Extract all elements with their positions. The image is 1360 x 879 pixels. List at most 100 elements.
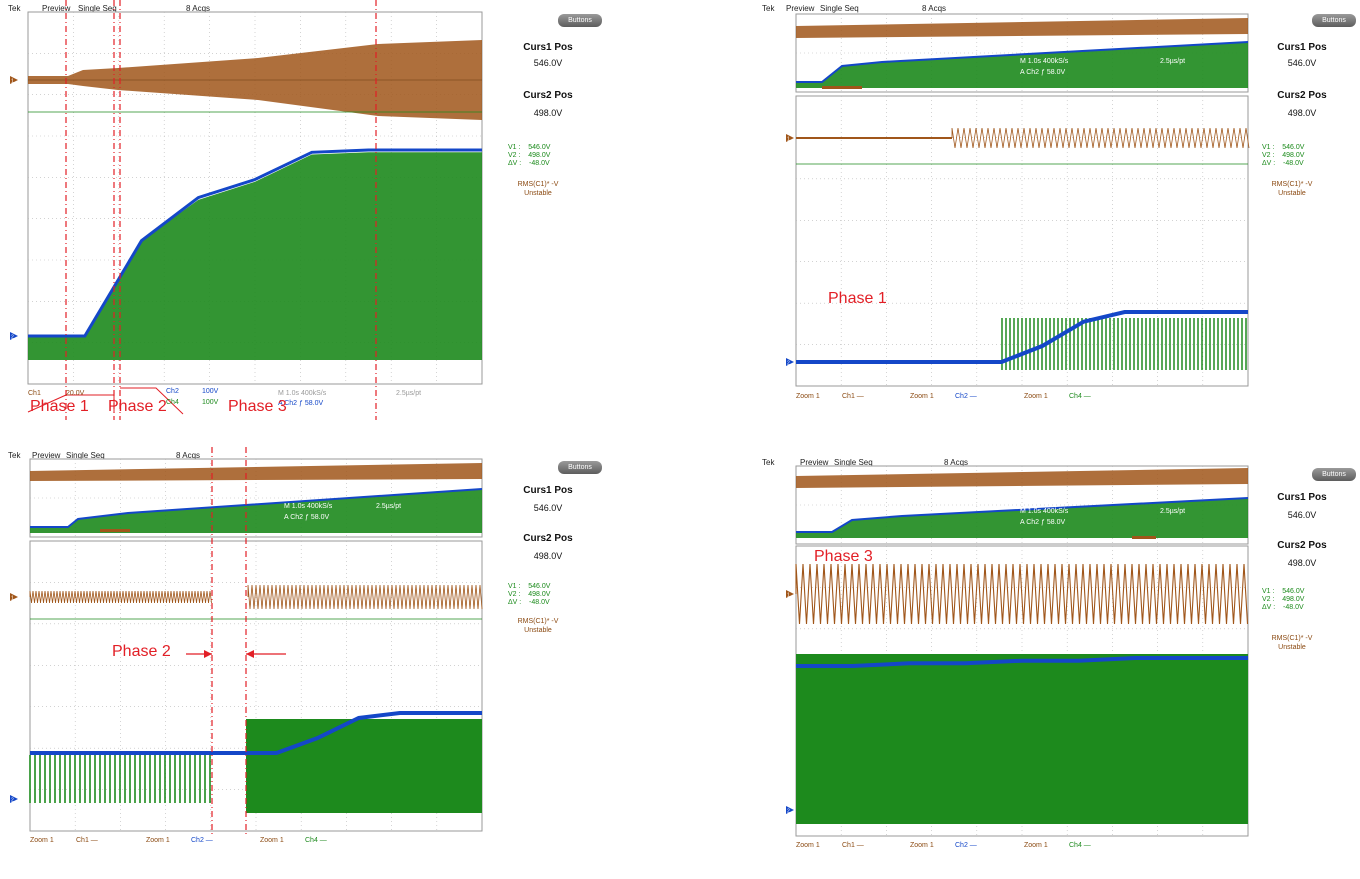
zoom-label: Zoom 1 xyxy=(30,837,54,844)
buttons-button[interactable]: Buttons xyxy=(558,14,602,27)
preview-label[interactable]: Preview xyxy=(32,451,61,460)
tek-label: Tek xyxy=(762,4,775,13)
channel-marker xyxy=(786,590,794,598)
ch4-dense-fill xyxy=(796,654,1248,824)
single-seq-label[interactable]: Single Seq xyxy=(820,4,859,13)
curs2-label: Curs2 Pos xyxy=(1277,90,1327,101)
curs1-label: Curs1 Pos xyxy=(523,42,573,53)
ch2-label: Ch2 — xyxy=(191,837,213,844)
scope-panel-phase2-zoom: Tek Preview Single Seq 8 Acqs Buttons 2 1… xyxy=(8,447,608,872)
timebase-readout: M 1.0s 400kS/s xyxy=(284,503,333,510)
v2-readout: V2 : 498.0V xyxy=(508,591,551,598)
phase2-label: Phase 2 xyxy=(112,643,171,660)
rms-label: RMS(C1)* -V xyxy=(1271,181,1313,188)
trigger-readout: A Ch2 ƒ 58.0V xyxy=(284,514,330,521)
curs2-label: Curs2 Pos xyxy=(523,90,573,101)
preview-label[interactable]: Preview xyxy=(786,4,815,13)
channel-marker-label: 1 xyxy=(11,596,14,602)
ch1-scale: 20.0V xyxy=(66,390,85,397)
ch2-trace xyxy=(28,148,482,338)
single-seq-label[interactable]: Single Seq xyxy=(834,458,873,467)
curs2-value: 498.0V xyxy=(1287,558,1317,568)
ch4-label: Ch4 — xyxy=(1069,393,1091,400)
dv-readout: ΔV : -48.0V xyxy=(1262,160,1304,167)
channel-marker-label: 1 xyxy=(787,593,790,599)
tek-label: Tek xyxy=(8,451,21,460)
ch4-label: Ch4 xyxy=(166,399,179,406)
channel-marker xyxy=(10,76,18,84)
curs2-value: 498.0V xyxy=(1287,108,1317,118)
points-readout: 2.5µs/pt xyxy=(1160,508,1186,515)
ch4-overview-envelope xyxy=(796,42,1248,88)
ch2-label: Ch2 — xyxy=(955,842,977,849)
curs1-label: Curs1 Pos xyxy=(1277,492,1327,503)
ch4-label: Ch4 — xyxy=(1069,842,1091,849)
channel-marker-label: 1 xyxy=(11,79,14,85)
ch4-overview-envelope xyxy=(30,489,482,533)
zoom-label: Zoom 1 xyxy=(910,842,934,849)
zoom-label: Zoom 1 xyxy=(796,842,820,849)
zoom-label: Zoom 1 xyxy=(146,837,170,844)
timebase-readout: M 1.0s 400kS/s xyxy=(1020,58,1069,65)
ch2-overview-trace xyxy=(796,497,1249,533)
buttons-button[interactable]: Buttons xyxy=(1312,14,1356,27)
ch4-envelope xyxy=(28,152,482,360)
zoom-label: Zoom 1 xyxy=(1024,393,1048,400)
zoom-window-marker xyxy=(1132,536,1156,539)
v1-readout: V1 : 546.0V xyxy=(1262,144,1305,151)
ch4-overview-envelope xyxy=(796,498,1248,538)
ch1-overview-envelope xyxy=(30,463,482,481)
curs1-label: Curs1 Pos xyxy=(1277,42,1327,53)
ch1-label: Ch1 xyxy=(28,390,41,397)
ch1-overview-envelope xyxy=(796,18,1248,38)
curs2-value: 498.0V xyxy=(533,108,563,118)
phase3-label: Phase 3 xyxy=(814,548,873,565)
ch1-label: Ch1 — xyxy=(842,393,864,400)
curs1-value: 546.0V xyxy=(533,503,563,513)
curs1-value: 546.0V xyxy=(533,58,563,68)
single-seq-label[interactable]: Single Seq xyxy=(78,4,117,13)
channel-marker xyxy=(786,134,794,142)
channel-marker xyxy=(786,806,794,814)
points-readout: 2.5µs/pt xyxy=(1160,58,1186,65)
points-readout: 2.5µs/pt xyxy=(376,503,402,510)
acqs-label: 8 Acqs xyxy=(922,4,947,13)
channel-marker-label: 2 xyxy=(11,798,14,804)
waveform-display: 21 xyxy=(10,0,483,420)
ch1-oscillation xyxy=(951,127,1250,149)
curs2-value: 498.0V xyxy=(533,551,563,561)
v2-readout: V2 : 498.0V xyxy=(1262,596,1305,603)
dv-readout: ΔV : -48.0V xyxy=(1262,604,1304,611)
channel-marker-label: 2 xyxy=(787,361,790,367)
rms-status: Unstable xyxy=(524,627,552,634)
phase2-label: Phase 2 xyxy=(108,398,167,415)
preview-label[interactable]: Preview xyxy=(42,4,71,13)
phase-brackets xyxy=(27,387,184,415)
curs1-label: Curs1 Pos xyxy=(523,485,573,496)
v1-readout: V1 : 546.0V xyxy=(1262,588,1305,595)
acqs-label: 8 Acqs xyxy=(176,451,201,460)
dv-readout: ΔV : -48.0V xyxy=(508,160,550,167)
buttons-button[interactable]: Buttons xyxy=(558,461,602,474)
ch1-overview-envelope xyxy=(796,468,1248,488)
dv-readout: ΔV : -48.0V xyxy=(508,599,550,606)
v2-readout: V2 : 498.0V xyxy=(1262,152,1305,159)
v1-readout: V1 : 546.0V xyxy=(508,583,551,590)
channel-marker-label: 2 xyxy=(787,809,790,815)
preview-label[interactable]: Preview xyxy=(800,458,829,467)
phase1-label: Phase 1 xyxy=(30,398,89,415)
acqs-label: 8 Acqs xyxy=(944,458,969,467)
channel-marker-label: 2 xyxy=(11,335,14,341)
ch2-label: Ch2 xyxy=(166,388,179,395)
ch2-scale: 100V xyxy=(202,388,219,395)
buttons-button[interactable]: Buttons xyxy=(1312,468,1356,481)
rms-status: Unstable xyxy=(1278,190,1306,197)
tek-label: Tek xyxy=(8,4,21,13)
single-seq-label[interactable]: Single Seq xyxy=(66,451,105,460)
phase3-label: Phase 3 xyxy=(228,398,287,415)
points-readout: 2.5µs/pt xyxy=(396,390,422,397)
ch1-label: Ch1 — xyxy=(76,837,98,844)
waveform-display: 21 xyxy=(786,13,1250,387)
